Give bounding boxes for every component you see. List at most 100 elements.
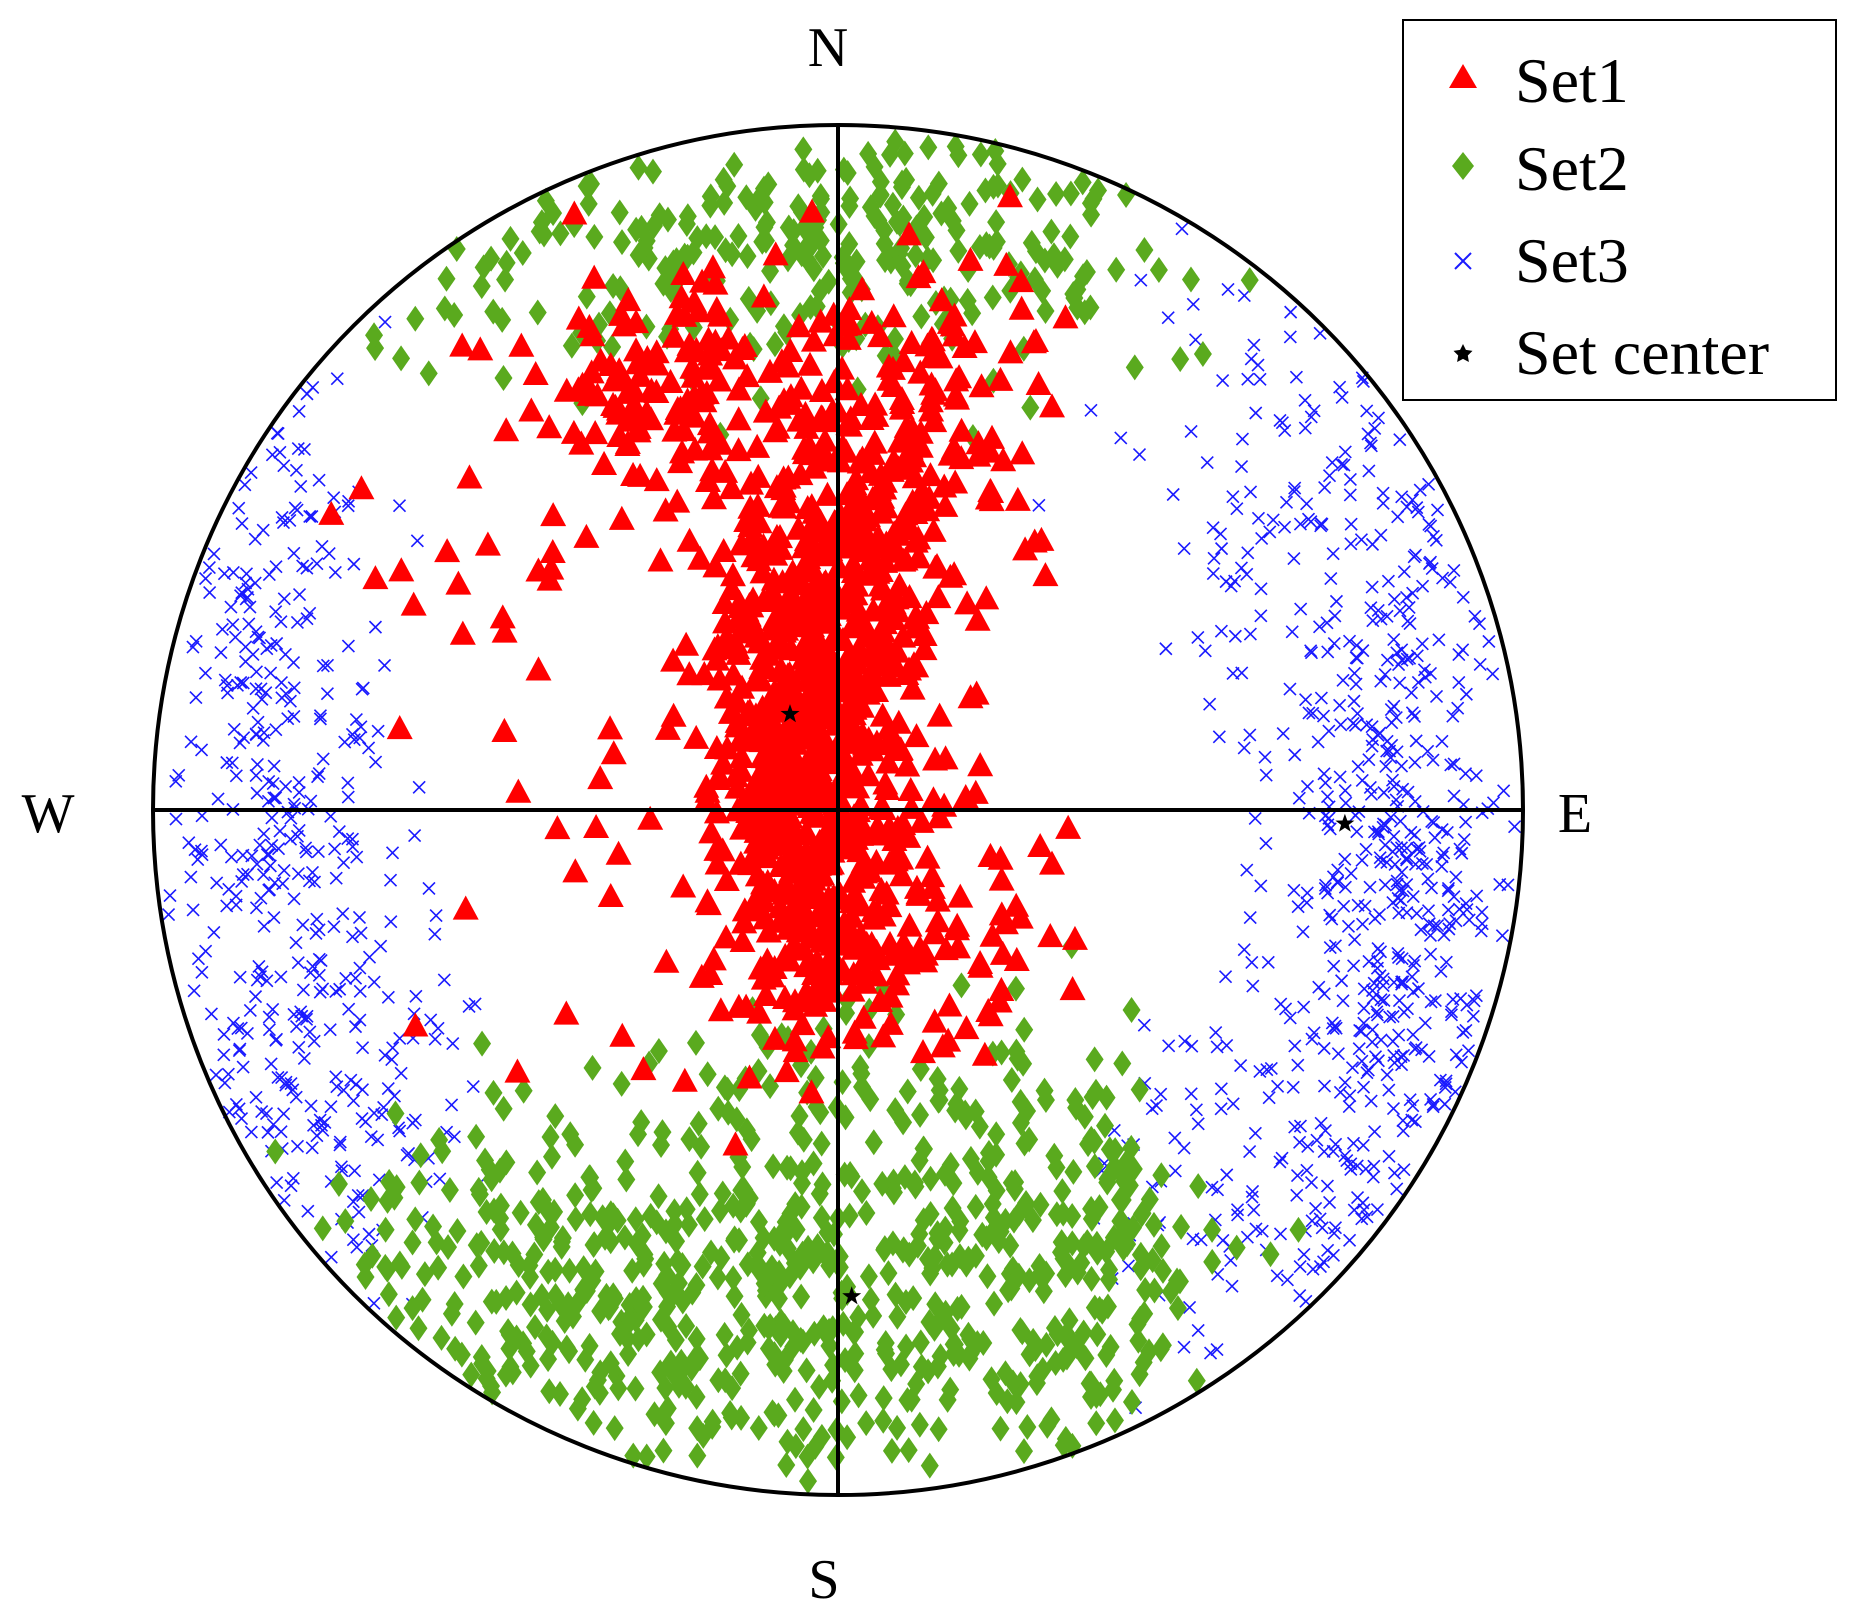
point-set3	[1390, 1182, 1404, 1196]
point-set3	[236, 1060, 250, 1074]
legend-box	[1402, 19, 1837, 401]
point-set3	[1330, 875, 1344, 889]
point-set3	[246, 701, 260, 715]
point-set3	[1326, 1021, 1340, 1036]
point-set1	[456, 464, 483, 489]
point-set2	[477, 1199, 496, 1226]
point-set2	[355, 1251, 374, 1278]
point-set1	[873, 880, 900, 905]
point-set2	[811, 182, 830, 209]
point-set3	[304, 1099, 318, 1113]
point-set1	[835, 763, 862, 788]
point-set2	[473, 1030, 492, 1057]
point-set1	[947, 883, 974, 908]
point-set3	[1203, 1346, 1218, 1360]
point-set3	[1213, 527, 1228, 541]
point-set3	[1178, 1034, 1192, 1048]
point-set2	[1016, 1192, 1035, 1219]
point-set1	[951, 333, 978, 359]
point-set1	[568, 430, 595, 455]
point-set1	[738, 470, 765, 495]
point-set2	[406, 305, 425, 332]
point-set1	[858, 309, 885, 334]
point-set1	[898, 329, 925, 354]
point-set2	[709, 1095, 728, 1122]
point-set2	[652, 1132, 671, 1159]
point-set3	[1154, 1087, 1168, 1101]
point-set2	[983, 284, 1002, 311]
point-set1	[722, 763, 749, 788]
point-set3	[1350, 707, 1365, 721]
point-set3	[1323, 1195, 1337, 1210]
point-set3	[1441, 881, 1456, 896]
point-set1	[738, 719, 765, 744]
point-set3	[1360, 718, 1374, 732]
point-set1	[772, 942, 799, 967]
point-set3	[1387, 1166, 1402, 1180]
point-set1	[846, 488, 873, 513]
point-set3	[1304, 646, 1319, 660]
point-set1	[865, 900, 892, 926]
point-set3	[266, 1002, 280, 1016]
point-set2	[1227, 1234, 1246, 1261]
point-set3	[1352, 1042, 1366, 1056]
point-set2	[386, 1100, 405, 1127]
point-set1	[491, 717, 518, 742]
point-set3	[316, 1123, 330, 1137]
point-set2	[739, 1317, 758, 1344]
point-set2	[1036, 298, 1055, 325]
point-set1	[748, 699, 775, 724]
point-set3	[1437, 846, 1451, 860]
point-set3	[381, 990, 395, 1004]
point-set2	[1107, 256, 1126, 283]
point-set2	[1090, 1194, 1109, 1221]
point-set2	[474, 254, 493, 281]
point-set2	[411, 1142, 430, 1169]
point-set1	[750, 283, 777, 308]
point-set3	[1459, 687, 1473, 701]
point-set1	[905, 881, 932, 906]
point-set1	[708, 337, 735, 362]
point-set2	[987, 1121, 1006, 1148]
point-set1	[939, 312, 966, 337]
point-set2	[1203, 1248, 1222, 1275]
point-set3	[291, 867, 305, 881]
point-set3	[350, 850, 364, 864]
point-set3	[1422, 917, 1436, 931]
point-set3	[260, 642, 274, 656]
point-set3	[217, 1048, 231, 1062]
point-set3	[353, 731, 367, 745]
point-set3	[1350, 825, 1364, 839]
point-set1	[701, 636, 728, 661]
point-set3	[1210, 1343, 1224, 1357]
point-set3	[431, 1021, 445, 1035]
point-set2	[1168, 1295, 1187, 1322]
point-set1	[754, 835, 781, 860]
point-set3	[1424, 995, 1438, 1009]
point-set3	[1376, 972, 1390, 986]
point-set3	[305, 1141, 319, 1155]
point-set1	[974, 485, 1001, 510]
point-set3	[1259, 768, 1273, 782]
point-set2	[710, 1197, 729, 1224]
point-set3	[1254, 879, 1268, 893]
point-set1	[878, 722, 905, 747]
point-set3	[1298, 421, 1312, 435]
point-set3	[1313, 1259, 1328, 1274]
point-set1	[449, 332, 476, 357]
point-set2	[611, 1320, 630, 1347]
point-set3	[446, 1036, 460, 1051]
point-set2	[469, 1252, 488, 1279]
point-set3	[1473, 657, 1487, 672]
point-set3	[1331, 1047, 1345, 1061]
point-set1	[762, 241, 789, 266]
point-set1	[896, 912, 923, 937]
point-set2	[1015, 1016, 1034, 1043]
point-set3	[184, 870, 198, 884]
point-set1	[775, 489, 802, 514]
point-set2	[826, 1444, 845, 1471]
point-set1	[638, 406, 665, 431]
point-set1	[701, 428, 728, 453]
point-set1	[578, 359, 605, 384]
point-set1	[791, 534, 818, 559]
